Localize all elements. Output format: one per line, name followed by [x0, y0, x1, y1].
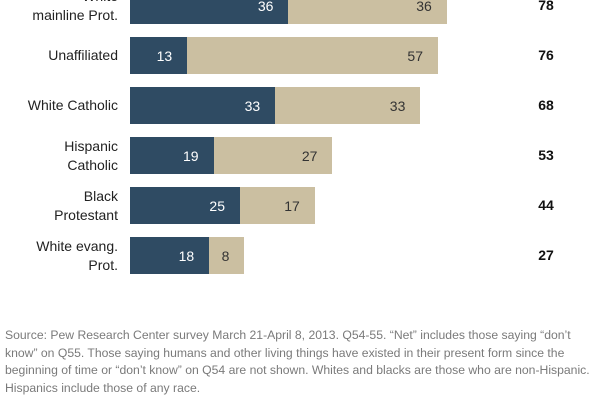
net-value: 78	[538, 0, 554, 13]
net-value: 53	[538, 146, 554, 163]
bar-segment: 18	[130, 237, 210, 274]
bar-segment: 8	[209, 237, 245, 274]
category-label: Hispanic Catholic	[64, 137, 118, 173]
net-value: 44	[538, 196, 554, 213]
bar-segment: 36	[288, 0, 447, 24]
bar-segment: 19	[130, 137, 214, 174]
net-value: 76	[538, 46, 554, 63]
bar-segment: 36	[130, 0, 289, 24]
bar-segment: 27	[213, 137, 333, 174]
bar-segment: 13	[130, 37, 188, 74]
bar-segment: 57	[187, 37, 438, 74]
net-value: 68	[538, 96, 554, 113]
bar-segment: 33	[130, 87, 276, 124]
bar-segment: 25	[130, 187, 240, 224]
category-label: White Catholic	[27, 97, 118, 113]
category-label: Black Protestant	[54, 187, 118, 223]
bar-segment: 33	[275, 87, 421, 124]
category-label: White mainline Prot.	[32, 0, 118, 23]
category-label: White evang. Prot.	[36, 237, 118, 273]
category-label: Unaffiliated	[48, 47, 118, 63]
net-value: 27	[538, 246, 554, 263]
source-note: Source: Pew Research Center survey March…	[5, 328, 590, 395]
bar-segment: 17	[240, 187, 315, 224]
